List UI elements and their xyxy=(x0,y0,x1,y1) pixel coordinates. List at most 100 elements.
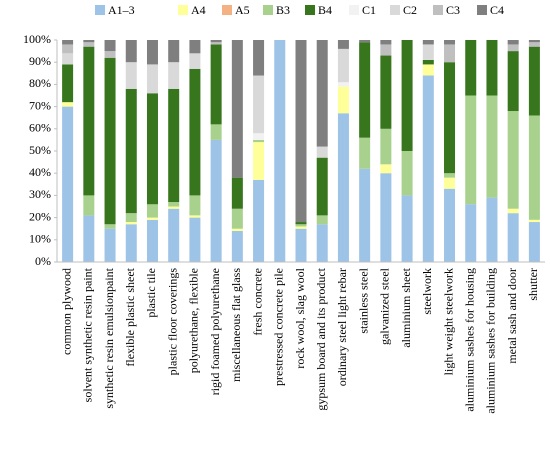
bar-segment xyxy=(422,40,434,45)
x-tick-label: common plywood xyxy=(59,268,73,355)
bar-segment xyxy=(189,68,201,196)
bar-segment xyxy=(401,151,413,196)
bar-segment xyxy=(337,113,349,262)
y-tick-label: 0% xyxy=(35,254,51,268)
bar-segment xyxy=(359,168,371,262)
bar-segment xyxy=(253,40,265,76)
bar-segment xyxy=(104,224,116,229)
bar-segment xyxy=(486,95,498,198)
legend-swatch xyxy=(349,5,359,15)
x-tick-label: gypsum board and its product xyxy=(314,267,328,410)
bar-segment xyxy=(62,44,74,54)
legend-label: C1 xyxy=(362,3,376,17)
bar-segment xyxy=(104,40,116,52)
legend-label: C3 xyxy=(446,3,460,17)
bar-segment xyxy=(62,64,74,103)
bar-segment xyxy=(210,44,222,125)
bar-segment xyxy=(380,173,392,262)
bar-segment xyxy=(316,146,328,158)
legend-label: C4 xyxy=(490,3,504,17)
bar-segment xyxy=(380,44,392,56)
bar-segment xyxy=(422,44,434,60)
bar-segment xyxy=(528,222,540,262)
bar-segment xyxy=(337,40,349,49)
bar-segment xyxy=(401,195,413,262)
x-tick-label: aluminium sashes for building xyxy=(484,268,498,414)
bar-segment xyxy=(528,46,540,116)
bar-segment xyxy=(444,188,456,262)
bar-segment xyxy=(444,44,456,63)
bar-segment xyxy=(189,53,201,69)
bar-segment xyxy=(422,75,434,263)
x-tick-label: aluminium sheet xyxy=(399,267,413,347)
bar-segment xyxy=(210,42,222,45)
bar-segment xyxy=(444,173,456,178)
y-tick-label: 10% xyxy=(29,232,51,246)
x-tick-label: synthetic resin emulsionpaint xyxy=(102,267,116,408)
bar-segment xyxy=(189,217,201,262)
x-tick-label: prestressed concrete pile xyxy=(272,268,286,386)
bar-segment xyxy=(146,93,158,205)
bar-segment xyxy=(210,40,222,43)
bar-segment xyxy=(253,75,265,134)
bar-segment xyxy=(168,88,180,203)
bar-segment xyxy=(380,128,392,165)
bar-segment xyxy=(62,40,74,45)
bar-segment xyxy=(62,53,74,65)
bar-segment xyxy=(507,51,519,112)
x-tick-label: plastic floor coverings xyxy=(165,268,179,376)
x-tick-label: ordinary steel light rebar xyxy=(335,268,349,386)
bar-segment xyxy=(444,62,456,174)
x-tick-label: light weight steelwork xyxy=(441,268,455,375)
y-tick-label: 80% xyxy=(29,76,51,90)
y-tick-label: 90% xyxy=(29,54,51,68)
bar-segment xyxy=(401,40,413,151)
bar-segment xyxy=(146,204,158,218)
bar-segment xyxy=(83,46,95,196)
bar-segment xyxy=(528,115,540,220)
bar-segment xyxy=(253,142,265,180)
legend-swatch xyxy=(305,5,315,15)
bar-segment xyxy=(146,64,158,94)
bar-segment xyxy=(189,195,201,216)
bar-segment xyxy=(83,215,95,262)
bar-segment xyxy=(359,40,371,43)
bar-segment xyxy=(104,57,116,225)
bar-segment xyxy=(210,124,222,140)
bar-segment xyxy=(125,213,137,223)
bar-segment xyxy=(444,177,456,189)
bar-segment xyxy=(125,222,137,225)
bar-segment xyxy=(125,62,137,89)
bar-segment xyxy=(253,139,265,143)
bar-segment xyxy=(444,40,456,45)
y-tick-label: 40% xyxy=(29,165,51,179)
bar-segment xyxy=(168,202,180,207)
legend-swatch xyxy=(477,5,487,15)
bar-segment xyxy=(83,195,95,216)
x-tick-label: rock wool, slag wool xyxy=(293,267,307,368)
bar-segment xyxy=(83,40,95,43)
legend-label: A1–3 xyxy=(108,3,135,17)
bar-segment xyxy=(316,224,328,262)
bar-segment xyxy=(507,213,519,262)
bar-segment xyxy=(295,228,307,262)
y-tick-label: 60% xyxy=(29,121,51,135)
bar-segment xyxy=(104,228,116,262)
bar-segment xyxy=(380,55,392,129)
y-tick-label: 70% xyxy=(29,98,51,112)
x-tick-label: plastic tile xyxy=(144,268,158,318)
x-tick-label: steelwork xyxy=(420,268,434,315)
bar-segment xyxy=(168,40,180,63)
bar-segment xyxy=(168,62,180,89)
y-tick-label: 50% xyxy=(29,143,51,157)
bar-segment xyxy=(231,177,243,209)
bar-segment xyxy=(507,44,519,52)
legend-label: A4 xyxy=(191,3,206,17)
bar-segment xyxy=(253,133,265,140)
y-tick-label: 30% xyxy=(29,187,51,201)
legend-swatch xyxy=(390,5,400,15)
legend-swatch xyxy=(222,5,232,15)
bar-segment xyxy=(83,42,95,47)
